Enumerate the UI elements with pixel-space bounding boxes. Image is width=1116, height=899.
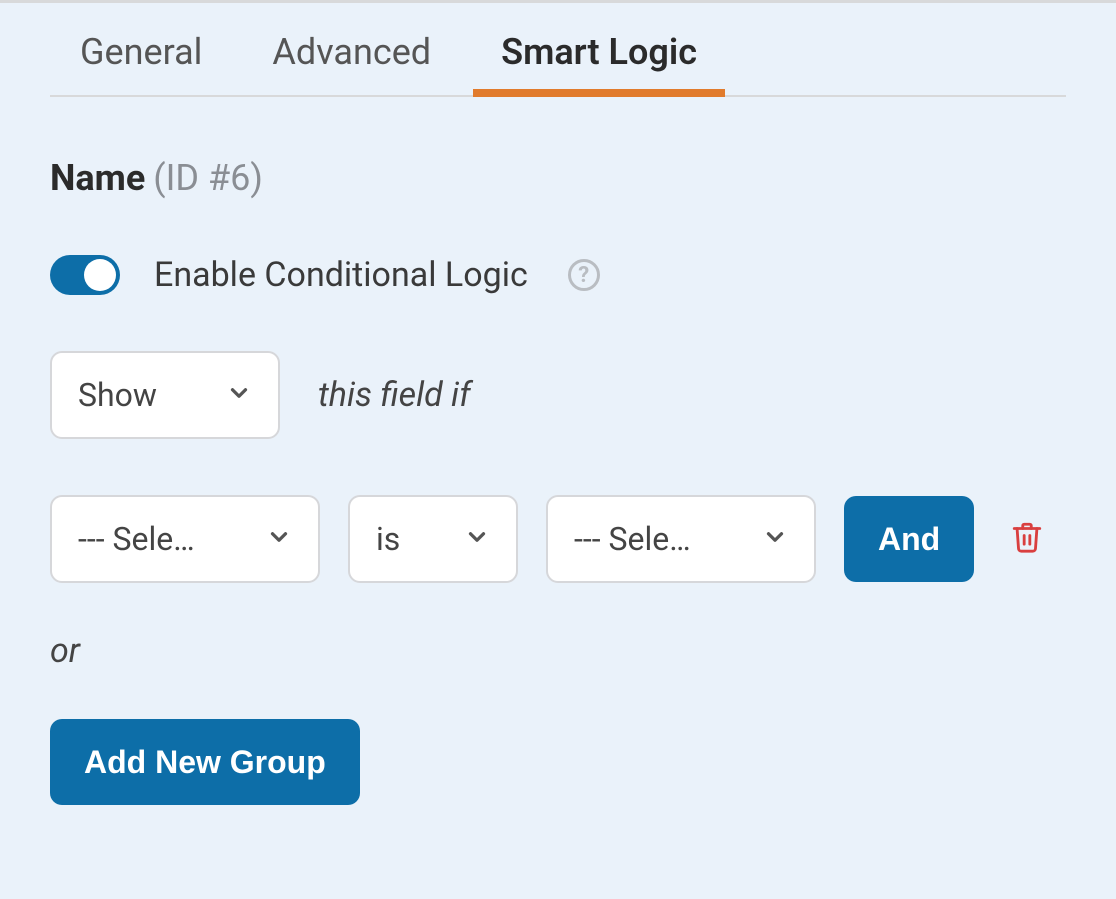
rule-value-value: --- Sele… [574,520,691,558]
field-title: Name (ID #6) [50,157,1066,199]
tab-smart-logic[interactable]: Smart Logic [501,3,697,95]
chevron-down-icon [226,376,252,414]
conditional-action-row: Show this field if [50,351,1066,439]
rule-operator-select[interactable]: is [348,495,518,583]
and-button[interactable]: And [844,496,974,582]
add-new-group-button[interactable]: Add New Group [50,719,360,805]
settings-tabs: General Advanced Smart Logic [50,3,1066,97]
chevron-down-icon [464,520,490,558]
or-label: or [50,631,1066,671]
rule-field-select[interactable]: --- Sele… [50,495,320,583]
action-select[interactable]: Show [50,351,280,439]
enable-conditional-toggle[interactable] [50,255,120,295]
tab-advanced[interactable]: Advanced [272,3,431,95]
action-select-value: Show [78,376,157,414]
help-icon[interactable]: ? [568,259,600,291]
field-name: Name [50,157,145,199]
enable-conditional-row: Enable Conditional Logic ? [50,255,1066,295]
conditional-rule-row: --- Sele… is --- Sele… And [50,495,1066,583]
action-suffix-label: this field if [318,375,471,415]
rule-value-select[interactable]: --- Sele… [546,495,816,583]
rule-field-value: --- Sele… [78,520,195,558]
field-id-label: (ID #6) [153,157,263,199]
delete-rule-icon[interactable] [1010,518,1044,560]
chevron-down-icon [266,520,292,558]
enable-conditional-label: Enable Conditional Logic [154,255,528,295]
toggle-knob [84,259,116,291]
field-settings-section: Name (ID #6) Enable Conditional Logic ? … [50,97,1066,805]
chevron-down-icon [762,520,788,558]
rule-operator-value: is [376,520,400,558]
smart-logic-panel: General Advanced Smart Logic Name (ID #6… [0,0,1116,845]
tab-general[interactable]: General [80,3,202,95]
